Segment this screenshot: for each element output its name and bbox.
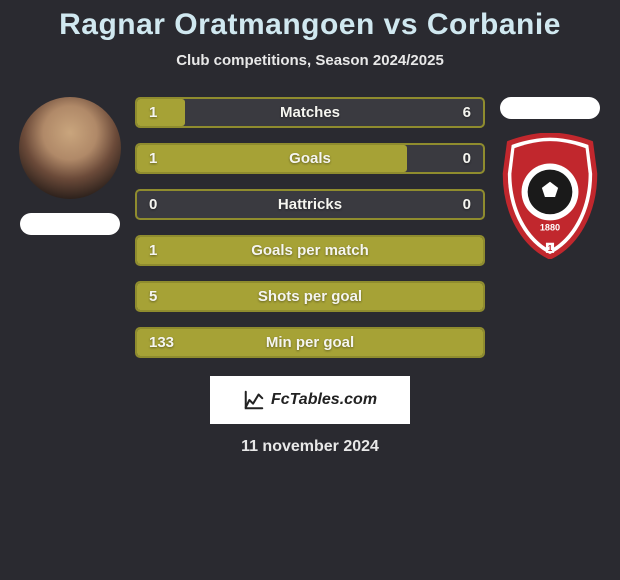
main-row: 1Matches61Goals00Hattricks01Goals per ma… xyxy=(0,97,620,358)
stat-right-value: 0 xyxy=(463,196,471,213)
stat-row: 1Matches6 xyxy=(135,97,485,128)
stat-row: 133Min per goal xyxy=(135,327,485,358)
stat-row: 0Hattricks0 xyxy=(135,189,485,220)
stat-row: 1Goals per match xyxy=(135,235,485,266)
date-text: 11 november 2024 xyxy=(0,438,620,456)
stat-right-value: 6 xyxy=(463,104,471,121)
subtitle: Club competitions, Season 2024/2025 xyxy=(0,52,620,69)
brand-text: FcTables.com xyxy=(271,391,377,409)
right-player-crest: 1880 1 xyxy=(499,133,601,259)
stat-label: Shots per goal xyxy=(137,288,483,305)
brand-icon xyxy=(243,389,265,411)
stat-right-value: 0 xyxy=(463,150,471,167)
comparison-card: Ragnar Oratmangoen vs Corbanie Club comp… xyxy=(0,0,620,580)
stat-label: Hattricks xyxy=(137,196,483,213)
page-title: Ragnar Oratmangoen vs Corbanie xyxy=(0,8,620,42)
crest-year: 1880 xyxy=(540,223,560,233)
right-player-flag xyxy=(500,97,600,119)
stats-column: 1Matches61Goals00Hattricks01Goals per ma… xyxy=(135,97,485,358)
left-player-column xyxy=(15,97,125,235)
stat-row: 1Goals0 xyxy=(135,143,485,174)
stat-row: 5Shots per goal xyxy=(135,281,485,312)
stat-label: Matches xyxy=(137,104,483,121)
stat-label: Goals xyxy=(137,150,483,167)
stat-label: Goals per match xyxy=(137,242,483,259)
crest-number: 1 xyxy=(548,244,553,253)
stat-label: Min per goal xyxy=(137,334,483,351)
left-player-avatar xyxy=(19,97,121,199)
left-player-flag xyxy=(20,213,120,235)
brand-box[interactable]: FcTables.com xyxy=(210,376,410,424)
right-player-column: 1880 1 xyxy=(495,97,605,259)
